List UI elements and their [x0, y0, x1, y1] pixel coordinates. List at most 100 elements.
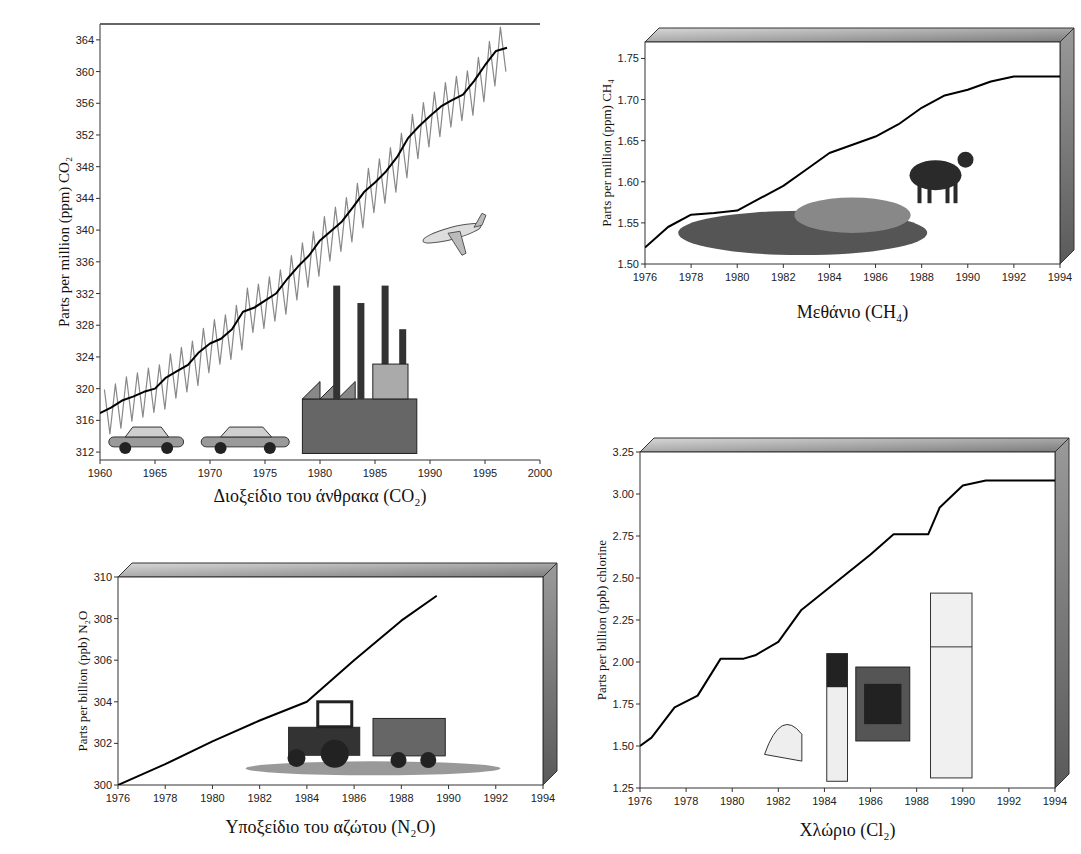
y-tick-label: 2.00 — [613, 656, 634, 668]
canister-icon — [827, 654, 848, 688]
x-tick — [870, 788, 871, 792]
x-tick — [732, 788, 733, 792]
y-tick — [96, 166, 100, 167]
frame-top — [118, 563, 557, 577]
x-tick-label: 1990 — [418, 467, 442, 479]
panel: 1.251.501.752.002.252.502.753.003.251976… — [594, 438, 1069, 841]
x-tick-label: 1976 — [633, 271, 657, 283]
data-line — [118, 596, 437, 785]
x-tick-label: 1980 — [720, 795, 744, 807]
y-tick — [96, 39, 100, 40]
plot-frame — [645, 42, 1060, 264]
y-tick-label: 1.75 — [618, 52, 639, 64]
x-tick-label: 1976 — [106, 792, 130, 804]
x-tick-label: 1978 — [153, 792, 177, 804]
illustration — [109, 213, 486, 454]
y-axis-title: Parts per million (ppm) CH₄ — [599, 79, 614, 227]
frame-top — [640, 438, 1069, 452]
y-tick — [641, 222, 645, 223]
y-tick-label: 3.25 — [613, 446, 634, 458]
y-tick-label: 360 — [76, 66, 94, 78]
x-tick — [829, 264, 830, 268]
y-tick-label: 344 — [76, 192, 94, 204]
x-tick — [640, 788, 641, 792]
x-tick-label: 1978 — [679, 271, 703, 283]
x-tick — [686, 788, 687, 792]
y-tick — [641, 99, 645, 100]
y-tick — [96, 103, 100, 104]
x-tick — [962, 788, 963, 792]
tractor-icon — [321, 740, 349, 768]
x-tick-label: 1980 — [725, 271, 749, 283]
y-tick — [114, 701, 118, 702]
y-tick-label: 352 — [76, 129, 94, 141]
x-tick — [306, 785, 307, 789]
x-tick — [778, 788, 779, 792]
cow-icon — [958, 152, 974, 168]
y-tick-label: 310 — [94, 571, 112, 583]
x-tick-label: 1990 — [436, 792, 460, 804]
plane-icon — [448, 231, 466, 255]
illustration — [678, 152, 973, 255]
fridge-icon — [931, 646, 973, 647]
y-tick-label: 308 — [94, 613, 112, 625]
chart-title: Χλώριο (Cl₂) — [799, 820, 895, 841]
x-tick — [916, 788, 917, 792]
y-tick — [641, 140, 645, 141]
x-tick-label: 1984 — [295, 792, 319, 804]
fridge-icon — [931, 593, 973, 778]
y-tick-label: 300 — [94, 779, 112, 791]
x-tick — [259, 785, 260, 789]
y-tick-label: 1.25 — [613, 782, 634, 794]
trailer-icon — [391, 752, 407, 768]
data-line — [104, 27, 506, 434]
y-axis-title: Parts per billion (ppb) chlorine — [594, 540, 609, 701]
y-tick — [96, 134, 100, 135]
y-tick-label: 340 — [76, 224, 94, 236]
chart-title: Διοξείδιο του άνθρακα (CO₂) — [213, 486, 426, 507]
x-tick — [1060, 264, 1061, 268]
x-tick — [543, 785, 544, 789]
y-axis — [100, 24, 101, 460]
plot-frame — [640, 452, 1055, 788]
x-tick — [265, 460, 266, 464]
chart-title: Υποξείδιο του αζώτου (N₂O) — [226, 817, 436, 838]
x-tick — [448, 785, 449, 789]
x-tick — [212, 785, 213, 789]
x-tick-label: 1988 — [389, 792, 413, 804]
x-tick — [210, 460, 211, 464]
figure: 3123163203243283323363403443483523563603… — [0, 0, 1081, 854]
x-tick — [824, 788, 825, 792]
y-tick — [114, 785, 118, 786]
chimney-icon — [333, 286, 340, 399]
x-tick — [354, 785, 355, 789]
series-group — [640, 481, 1055, 746]
x-tick-label: 1976 — [628, 795, 652, 807]
y-tick-label: 1.65 — [618, 135, 639, 147]
y-tick — [641, 181, 645, 182]
y-tick — [636, 788, 640, 789]
factory-icon — [302, 399, 416, 454]
x-tick-label: 1975 — [253, 467, 277, 479]
y-tick-label: 316 — [76, 414, 94, 426]
y-tick — [636, 662, 640, 663]
y-tick — [96, 293, 100, 294]
y-tick-label: 2.25 — [613, 614, 634, 626]
y-tick — [636, 578, 640, 579]
y-tick-label: 1.60 — [618, 176, 639, 188]
x-tick — [540, 460, 541, 464]
y-tick — [636, 620, 640, 621]
oven-icon — [856, 667, 910, 741]
trailer-icon — [373, 718, 445, 755]
y-tick — [641, 264, 645, 265]
x-tick — [430, 460, 431, 464]
panel: 3123163203243283323363403443483523563603… — [56, 24, 553, 507]
x-tick-label: 1965 — [143, 467, 167, 479]
data-line — [100, 48, 507, 413]
x-tick — [495, 785, 496, 789]
y-tick — [636, 704, 640, 705]
y-tick — [114, 660, 118, 661]
y-tick-label: 320 — [76, 383, 94, 395]
y-tick-label: 3.00 — [613, 488, 634, 500]
x-tick — [691, 264, 692, 268]
